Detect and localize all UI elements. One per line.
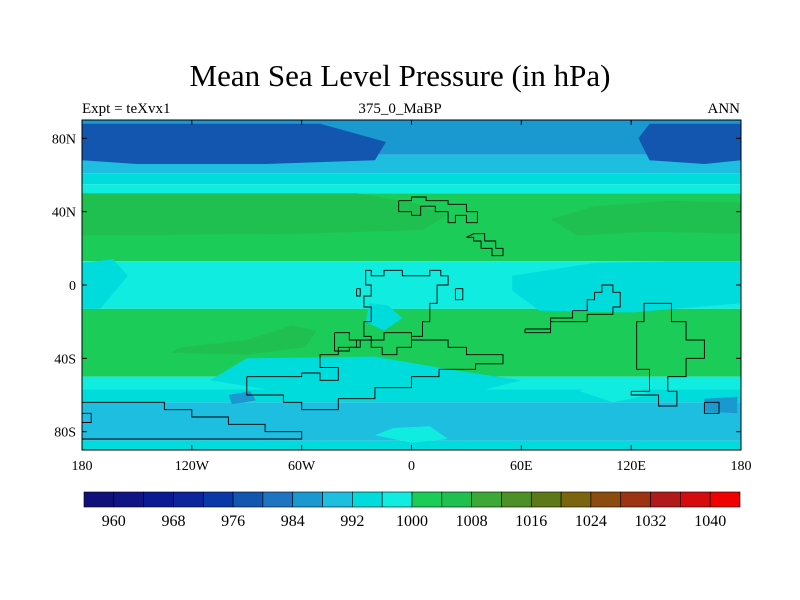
x-tick-label-1: 120W xyxy=(175,459,210,474)
y-tick-label-3: 40S xyxy=(54,352,76,367)
pressure-region-0 xyxy=(82,123,386,164)
coastline-7 xyxy=(82,401,303,440)
chart-title: Mean Sea Level Pressure (in hPa) xyxy=(189,58,611,93)
y-tick-label-1: 40N xyxy=(52,206,76,221)
y-tick-label-0: 80N xyxy=(52,132,76,147)
pressure-region-7 xyxy=(365,303,403,331)
colorbar-swatch-7 xyxy=(292,491,323,508)
colorbar-swatch-13 xyxy=(471,491,502,508)
x-tick-label-2: 60W xyxy=(288,459,316,474)
colorbar-swatch-3 xyxy=(173,491,204,508)
coastline-6 xyxy=(246,332,504,411)
colorbar-swatch-14 xyxy=(501,491,532,508)
pressure-region-5 xyxy=(82,259,128,309)
colorbar-label-0: 960 xyxy=(102,513,126,530)
x-tick-label-4: 60E xyxy=(510,459,533,474)
coastline-10 xyxy=(703,401,720,414)
x-tick-label-3: 0 xyxy=(408,459,415,474)
coastline-9 xyxy=(630,302,705,407)
colorbar-swatch-0 xyxy=(83,491,115,508)
colorbar-label-7: 1016 xyxy=(515,513,547,530)
colorbar-swatch-4 xyxy=(202,491,234,508)
contour-fill-layer xyxy=(82,120,741,450)
pressure-region-3 xyxy=(550,200,741,236)
colorbar-swatch-2 xyxy=(143,491,174,508)
x-tick-label-5: 120E xyxy=(616,459,646,474)
colorbar-swatch-1 xyxy=(113,491,144,508)
pressure-region-6 xyxy=(512,261,741,313)
colorbar-label-5: 1000 xyxy=(396,513,428,530)
colorbar-label-4: 992 xyxy=(340,513,364,530)
experiment-label: Expt = teXvx1 xyxy=(82,101,171,117)
pressure-band-3 xyxy=(82,184,741,194)
pressure-region-12 xyxy=(704,396,738,414)
coastline-1 xyxy=(363,269,449,356)
pressure-region-2 xyxy=(82,193,449,236)
colorbar-swatch-19 xyxy=(650,491,681,508)
colorbar-label-2: 976 xyxy=(221,513,245,530)
colorbar-swatch-8 xyxy=(322,491,353,508)
pressure-band-2 xyxy=(82,173,741,185)
y-tick-label-4: 80S xyxy=(54,426,76,441)
colorbar-swatch-20 xyxy=(680,491,711,508)
coastline-11 xyxy=(82,412,92,423)
colorbar-swatch-10 xyxy=(381,491,413,508)
x-tick-label-6: 180 xyxy=(731,459,752,474)
colorbar-label-3: 984 xyxy=(281,513,305,530)
pressure-region-11 xyxy=(228,391,256,405)
coastline-8 xyxy=(524,284,621,334)
pressure-region-9 xyxy=(579,380,650,403)
pressure-region-4 xyxy=(169,325,317,355)
coastline-0 xyxy=(398,196,478,224)
coastline-layer xyxy=(82,196,720,440)
colorbar-label-10: 1040 xyxy=(694,513,726,530)
colorbar-swatch-5 xyxy=(232,491,264,508)
colorbar-swatch-16 xyxy=(560,491,592,508)
colorbar-swatch-17 xyxy=(590,491,622,508)
coastline-4 xyxy=(454,288,464,301)
colorbar-swatch-12 xyxy=(441,491,472,508)
pressure-region-10 xyxy=(374,426,449,443)
colorbar-label-9: 1032 xyxy=(635,513,667,530)
colorbar-label-1: 968 xyxy=(162,513,186,530)
pressure-region-8 xyxy=(210,356,522,399)
colorbar-swatch-21 xyxy=(709,491,741,508)
x-tick-label-0: 180 xyxy=(72,459,93,474)
period-label: 375_0_MaBP xyxy=(358,101,442,117)
season-label: ANN xyxy=(707,101,741,117)
colorbar-swatch-11 xyxy=(411,491,443,508)
coastline-5 xyxy=(466,233,504,257)
colorbar: 960 968 976 984 992 1000 1008 1016 1024 1032 1040 xyxy=(83,491,741,530)
colorbar-swatch-6 xyxy=(262,491,294,508)
colorbar-label-8: 1024 xyxy=(575,513,607,530)
colorbar-swatch-18 xyxy=(620,491,651,508)
colorbar-swatch-9 xyxy=(352,491,383,508)
coastline-3 xyxy=(334,332,361,352)
y-tick-label-2: 0 xyxy=(69,279,76,294)
pressure-region-1 xyxy=(638,123,741,164)
coastline-2 xyxy=(356,288,361,297)
colorbar-label-6: 1008 xyxy=(456,513,488,530)
axis-ticks: 180 120W 60W 0 60E 120E 180 80N 40N 0 40S 80S xyxy=(52,120,752,474)
colorbar-swatch-15 xyxy=(530,491,562,508)
